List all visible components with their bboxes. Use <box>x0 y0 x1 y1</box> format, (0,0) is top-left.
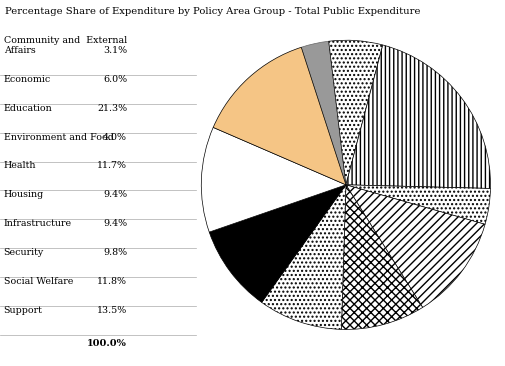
Wedge shape <box>341 185 423 329</box>
Wedge shape <box>329 40 383 185</box>
Text: Support: Support <box>4 306 42 315</box>
Text: Security: Security <box>4 248 44 257</box>
Wedge shape <box>346 45 490 188</box>
Text: 9.4%: 9.4% <box>103 219 127 228</box>
Text: Health: Health <box>4 161 36 171</box>
Text: 21.3%: 21.3% <box>97 104 127 113</box>
Text: Community and  External
Affairs: Community and External Affairs <box>4 36 127 55</box>
Text: Education: Education <box>4 104 53 113</box>
Text: Environment and Food: Environment and Food <box>4 132 114 142</box>
Wedge shape <box>209 185 346 302</box>
Wedge shape <box>301 41 346 185</box>
Text: Infrastructure: Infrastructure <box>4 219 72 228</box>
Text: 11.8%: 11.8% <box>97 277 127 286</box>
Text: 4.0%: 4.0% <box>103 132 127 142</box>
Text: 3.1%: 3.1% <box>103 46 127 55</box>
Text: 9.8%: 9.8% <box>103 248 127 257</box>
Text: Social Welfare: Social Welfare <box>4 277 73 286</box>
Text: 9.4%: 9.4% <box>103 190 127 199</box>
Text: 6.0%: 6.0% <box>103 75 127 84</box>
Wedge shape <box>262 185 346 329</box>
Text: Housing: Housing <box>4 190 44 199</box>
Wedge shape <box>213 47 346 185</box>
Text: 100.0%: 100.0% <box>87 339 127 348</box>
Text: Economic: Economic <box>4 75 51 84</box>
Text: Percentage Share of Expenditure by Policy Area Group - Total Public Expenditure: Percentage Share of Expenditure by Polic… <box>5 7 421 16</box>
Wedge shape <box>346 185 490 224</box>
Wedge shape <box>346 185 485 307</box>
Text: 11.7%: 11.7% <box>97 161 127 171</box>
Text: 13.5%: 13.5% <box>97 306 127 315</box>
Wedge shape <box>201 127 346 232</box>
